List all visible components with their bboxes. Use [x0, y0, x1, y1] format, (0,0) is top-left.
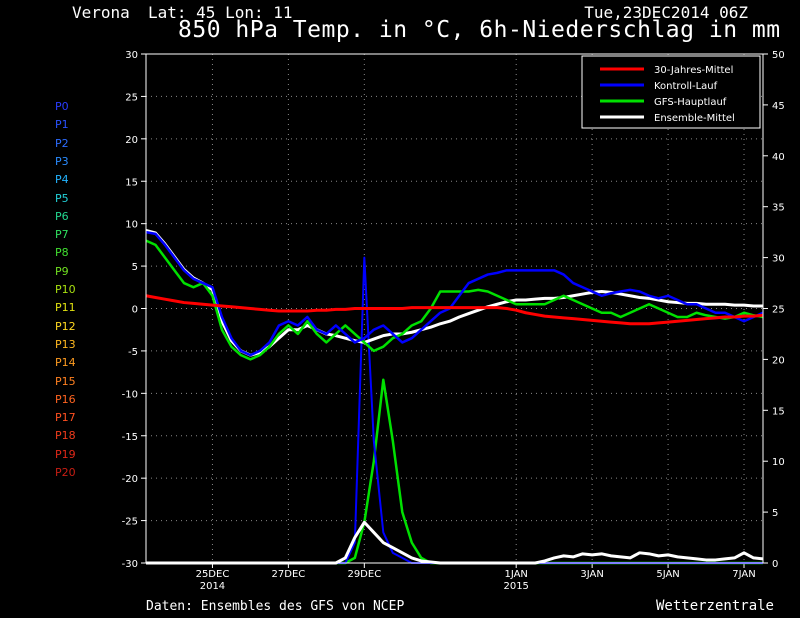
station-name: Verona — [72, 3, 130, 22]
member-label-p1: P1 — [55, 118, 69, 132]
y-right-tick-label: 35 — [772, 203, 785, 214]
legend-label: Ensemble-Mittel — [654, 113, 735, 124]
member-label-p9: P9 — [55, 264, 69, 278]
chart-title: 850 hPa Temp. in °C, 6h-Niederschlag in … — [178, 17, 781, 43]
x-tick-year-label: 2015 — [503, 581, 528, 592]
precip-line-gfs-hauptlauf — [146, 378, 763, 565]
y-right-tick-label: 30 — [772, 254, 785, 265]
y-left-tick-label: -5 — [128, 347, 138, 358]
y-left-tick-label: -25 — [122, 517, 138, 528]
y-left-tick-label: 15 — [125, 177, 138, 188]
y-right-tick-label: 50 — [772, 50, 785, 61]
member-label-p16: P16 — [55, 392, 76, 406]
x-tick-label: 1JAN — [504, 569, 527, 580]
member-label-p10: P10 — [55, 283, 76, 296]
y-left-tick-label: 20 — [125, 135, 138, 146]
temp-line-ensemble-mittel — [145, 229, 763, 357]
x-tick-label: 29DEC — [347, 569, 381, 580]
member-label-p8: P8 — [55, 246, 69, 260]
x-tick-label: 3JAN — [580, 569, 603, 580]
member-label-p2: P2 — [55, 136, 69, 150]
x-tick-label: 7JAN — [732, 569, 755, 580]
temp-line-gfs-hauptlauf — [145, 239, 764, 361]
y-left-tick-label: 30 — [125, 50, 138, 61]
member-label-p7: P7 — [55, 228, 69, 242]
y-left-tick-label: -20 — [122, 474, 138, 485]
temp-line-kontroll-lauf — [145, 230, 764, 357]
y-left-tick-label: -10 — [122, 389, 138, 400]
station-coordinates: Lat: 45 Lon: 11 — [148, 3, 293, 22]
y-right-tick-label: 10 — [772, 457, 785, 468]
y-left-tick-label: 0 — [132, 305, 138, 316]
member-label-p20: P20 — [55, 466, 76, 479]
y-right-tick-label: 40 — [772, 152, 785, 163]
x-tick-label: 5JAN — [656, 569, 679, 580]
y-right-tick-label: 45 — [772, 101, 785, 112]
x-tick-label: 25DEC — [196, 569, 230, 580]
y-left-tick-label: 10 — [125, 220, 138, 231]
member-label-p3: P3 — [55, 154, 69, 168]
member-label-p0: P0 — [55, 100, 69, 113]
y-left-tick-label: -30 — [122, 559, 138, 570]
member-label-p5: P5 — [55, 191, 69, 205]
y-right-tick-label: 20 — [772, 355, 785, 366]
brand-name: Wetterzentrale — [655, 598, 774, 614]
y-left-tick-label: 25 — [125, 92, 138, 103]
member-label-p18: P18 — [55, 429, 76, 443]
member-label-p15: P15 — [55, 374, 76, 388]
member-label-p12: P12 — [55, 319, 76, 333]
legend-label: 30-Jahres-Mittel — [654, 65, 733, 76]
x-tick-year-label: 2014 — [200, 581, 225, 592]
member-label-p13: P13 — [55, 337, 76, 351]
data-source: Daten: Ensembles des GFS von NCEP — [146, 599, 405, 614]
temp-line-30-jahres-mittel — [145, 294, 764, 326]
y-left-tick-label: -15 — [122, 432, 138, 443]
y-right-tick-label: 0 — [772, 559, 778, 570]
member-label-p6: P6 — [55, 209, 69, 223]
precip-line-ensemble-mittel — [146, 520, 764, 565]
member-label-p17: P17 — [55, 411, 76, 425]
legend-label: GFS-Hauptlauf — [654, 97, 727, 108]
legend-label: Kontroll-Lauf — [654, 81, 718, 92]
y-right-tick-label: 15 — [772, 406, 785, 417]
run-date: Tue,23DEC2014 06Z — [584, 3, 748, 22]
plot-frame — [145, 53, 764, 564]
y-right-tick-label: 5 — [772, 508, 778, 519]
x-tick-label: 27DEC — [272, 569, 306, 580]
member-label-p4: P4 — [55, 173, 69, 187]
member-label-p14: P14 — [55, 356, 76, 370]
member-label-p19: P19 — [55, 447, 76, 461]
y-right-tick-label: 25 — [772, 305, 785, 316]
y-left-tick-label: 5 — [132, 262, 138, 273]
member-label-p11: P11 — [55, 301, 76, 315]
